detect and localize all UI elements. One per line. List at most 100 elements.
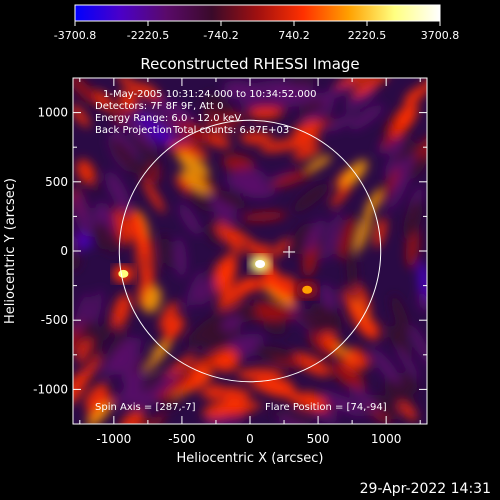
heatmap-blob — [355, 208, 373, 254]
heatmap-blob — [162, 323, 180, 344]
heatmap-blob — [225, 173, 265, 191]
colorbar-tick-label: 2220.5 — [348, 29, 387, 42]
heatmap-blob — [284, 412, 314, 424]
heatmap-blob — [185, 269, 204, 311]
x-tick-label: 0 — [246, 432, 254, 446]
x-tick-label: 500 — [307, 432, 330, 446]
heatmap-blob — [290, 222, 314, 255]
heatmap-blob — [291, 352, 331, 377]
heatmap-blob — [322, 223, 339, 261]
annotation-method: Back Projection — [95, 125, 172, 136]
heatmap-blob — [403, 200, 423, 240]
heatmap-blob — [391, 110, 417, 138]
heatmap-blob — [111, 127, 140, 160]
heatmap-blob — [239, 131, 274, 145]
colorbar-bar — [74, 4, 441, 22]
heatmap-blob — [73, 249, 81, 271]
heatmap-blob — [288, 394, 326, 412]
heatmap-blob — [184, 372, 213, 391]
heatmap-blob — [224, 388, 250, 407]
heatmap-blob — [157, 98, 192, 120]
heatmap-blob — [373, 217, 387, 248]
heatmap-blob — [334, 78, 374, 91]
heatmap-blob — [339, 159, 368, 190]
annotation-flare-position: Flare Position = [74,-94] — [265, 402, 387, 413]
heatmap-blob — [321, 332, 340, 351]
heatmap-blob — [122, 113, 152, 142]
heatmap-blob — [399, 372, 418, 394]
heatmap-blob — [235, 340, 257, 358]
heatmap-blob — [220, 314, 243, 332]
heatmap-blob — [161, 231, 172, 271]
heatmap-blob — [271, 168, 314, 188]
heatmap-blob — [142, 179, 165, 214]
heatmap-blob — [279, 92, 321, 108]
heatmap-blob — [330, 182, 352, 208]
heatmap-blob — [105, 170, 131, 213]
x-tick-label: -1000 — [96, 432, 131, 446]
heatmap-blob — [205, 223, 223, 245]
bright-source-core — [118, 269, 129, 278]
heatmap-blob — [398, 402, 417, 422]
heatmap-blob — [350, 104, 384, 131]
heatmap-blob — [335, 394, 368, 417]
heatmap-blob — [250, 383, 296, 394]
x-tick-label: 1000 — [371, 432, 402, 446]
heatmap-blob — [174, 236, 187, 279]
heatmap-blob — [159, 301, 178, 331]
heatmap-blob — [116, 78, 145, 96]
y-tick-label: -1000 — [33, 382, 68, 396]
heatmap-blob — [156, 372, 194, 401]
heatmap-blob — [264, 285, 294, 306]
heatmap-blob — [340, 351, 357, 368]
heatmap-blob — [142, 285, 162, 314]
heatmap-blob — [213, 189, 247, 209]
heatmap-blob — [213, 348, 238, 366]
heatmap-blob — [387, 138, 405, 156]
heatmap-blob — [375, 168, 400, 208]
heatmap-blob — [371, 394, 399, 420]
heatmap-blob — [403, 87, 422, 104]
heatmap-blob — [143, 372, 178, 402]
y-tick-label: -500 — [41, 313, 68, 327]
heatmap-blob — [331, 361, 366, 392]
heatmap-blob — [202, 99, 234, 116]
footer-timestamp: 29-Apr-2022 14:31 — [360, 481, 491, 497]
heatmap-blob — [115, 337, 143, 375]
colorbar-tick-label: -3700.8 — [54, 29, 96, 42]
bright-source-core — [255, 260, 266, 269]
heatmap-blob — [391, 294, 410, 337]
heatmap-blob — [84, 382, 109, 410]
heatmap-blob — [141, 414, 166, 424]
heatmap-blob — [137, 83, 161, 102]
heatmap-blob — [196, 275, 216, 307]
heatmap-blob — [135, 234, 145, 279]
heatmap-blob — [135, 114, 173, 145]
heatmap-blob — [384, 379, 418, 415]
heatmap-blob — [348, 386, 381, 413]
heatmap-blob — [301, 391, 327, 406]
heatmap-blob — [127, 388, 148, 408]
spin-axis-marker — [283, 245, 296, 258]
heatmap-blob — [117, 91, 139, 111]
heatmap-blob — [207, 386, 237, 400]
heatmap-blob — [311, 302, 338, 334]
heatmap-blob — [275, 83, 314, 99]
heatmap-blob — [392, 156, 417, 191]
heatmap-blob — [76, 159, 96, 184]
annotation-counts: Total counts: 6.87E+03 — [172, 125, 289, 136]
heatmap-blob — [215, 221, 245, 255]
heatmap-blob — [395, 345, 420, 380]
heatmap-blob — [187, 313, 225, 347]
annotation-time-range: 1-May-2005 10:31:24.000 to 10:34:52.000 — [103, 89, 316, 100]
heatmap-blob — [241, 211, 287, 222]
heatmap-blob — [110, 138, 140, 175]
bright-source-core — [302, 285, 313, 294]
y-tick-label: 500 — [45, 175, 68, 189]
y-tick-label: 0 — [60, 244, 68, 258]
heatmap-blob — [337, 216, 355, 259]
heatmap-blob — [102, 347, 125, 378]
colorbar-tick-label: 740.2 — [278, 29, 310, 42]
heatmap-blob — [292, 144, 321, 161]
heatmap-blob — [273, 238, 289, 259]
